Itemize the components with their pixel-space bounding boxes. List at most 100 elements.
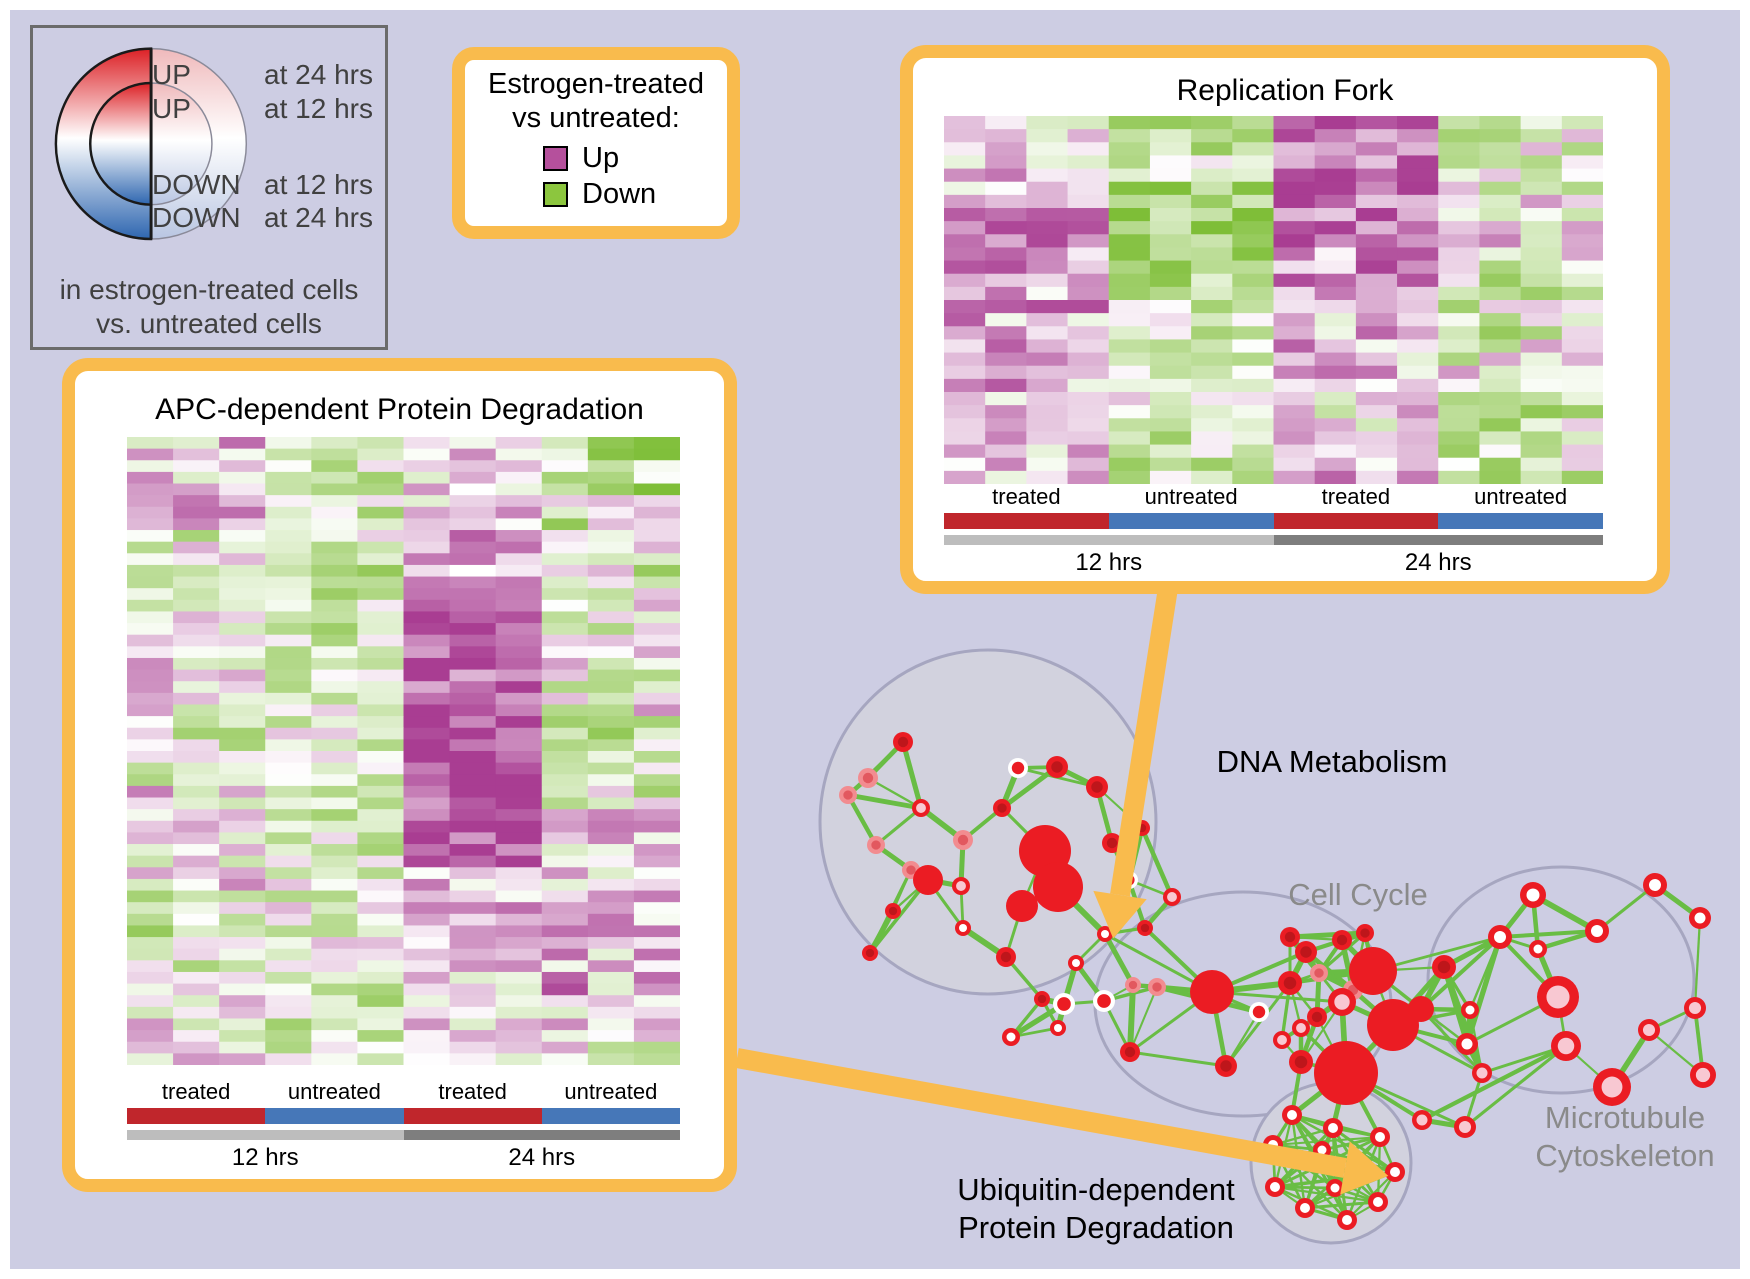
untreated-bar-segment [1438, 513, 1603, 529]
time-label: 24 hrs [508, 1144, 576, 1171]
ring-legend-time-inner-top: at 12 hrs [264, 93, 373, 124]
network-node [1328, 1123, 1338, 1133]
rf-panel-title: Replication Fork [1176, 74, 1394, 107]
network-node [1342, 1215, 1352, 1225]
cluster-ellipse-microtubule [1426, 865, 1696, 1095]
flow-arrow-head [1093, 890, 1147, 939]
network-node [1546, 985, 1570, 1009]
cell-cycle-label: Cell Cycle [1288, 877, 1428, 912]
network-node [1649, 879, 1661, 891]
network-node [1037, 994, 1047, 1004]
network-node [1465, 1005, 1475, 1015]
network-node [843, 790, 853, 800]
network-node [1252, 1005, 1266, 1019]
network-edge [1304, 1200, 1379, 1210]
rf-condition-bar [944, 513, 1603, 529]
color-key-down-row: Down [543, 178, 656, 211]
ring-legend-time-outer-bottom: at 24 hrs [264, 202, 373, 233]
network-node [1287, 1110, 1297, 1120]
ubiquitin-degradation-label: Ubiquitin-dependent Protein Degradation [957, 1171, 1235, 1247]
network-node [865, 948, 875, 958]
apc-time-labels: 12 hrs 24 hrs [127, 1144, 680, 1172]
network-edge [868, 878, 930, 955]
color-key-box: Estrogen-treated vs untreated: Up Down [452, 47, 740, 239]
network-edge [1272, 1135, 1381, 1147]
network-node [1190, 970, 1234, 1014]
network-node [1688, 1001, 1702, 1015]
condition-label: untreated [1474, 484, 1568, 509]
network-node [1367, 999, 1419, 1051]
condition-label: treated [992, 484, 1061, 509]
network-node [1106, 837, 1118, 849]
microtubule-label-line2: Cytoskeleton [1535, 1138, 1715, 1173]
network-node [1124, 1046, 1136, 1058]
apc-panel: APC-dependent Protein Degradation treate… [62, 358, 737, 1192]
ubiquitin-label-line1: Ubiquitin-dependent [957, 1172, 1235, 1207]
network-edge [1129, 1050, 1227, 1068]
time-label: 24 hrs [1404, 549, 1472, 576]
down-swatch [543, 182, 568, 207]
microtubule-cytoskeleton-label: Microtubule Cytoskeleton [1535, 1099, 1714, 1175]
replication-fork-panel: Replication Fork treated untreated treat… [900, 45, 1670, 594]
time-12h-segment [127, 1130, 404, 1140]
network-node [1300, 946, 1312, 958]
network-node [1284, 931, 1296, 943]
color-key-title-line2: vs untreated: [512, 102, 680, 134]
network-node [1011, 761, 1025, 775]
network-node [913, 865, 943, 895]
network-edge [900, 741, 924, 809]
network-node [1375, 1132, 1385, 1142]
network-edge [1289, 930, 1366, 940]
network-node [1458, 1120, 1472, 1134]
network-node [1526, 888, 1540, 902]
network-node [1314, 1041, 1378, 1105]
rf-condition-labels: treated untreated treated untreated [944, 484, 1603, 510]
network-node [1057, 997, 1071, 1011]
flow-arrow-shaft [735, 1048, 1347, 1178]
ring-legend-dir-outer-top: UP [152, 59, 191, 90]
network-node [1091, 781, 1103, 793]
network-node [1695, 1067, 1711, 1083]
network-node [1283, 976, 1297, 990]
network-node [1476, 1067, 1488, 1079]
network-node [1694, 912, 1706, 924]
network-node [1591, 925, 1603, 937]
network-node [1533, 944, 1543, 954]
network-node [1167, 892, 1177, 902]
apc-heatmap [127, 437, 680, 1065]
network-node [1494, 931, 1506, 943]
network-edge [1224, 982, 1292, 1067]
condition-label: treated [438, 1079, 507, 1104]
network-node [1314, 968, 1324, 978]
ring-legend-dir-outer-bottom: DOWN [152, 202, 241, 233]
network-edge [1000, 765, 1059, 810]
network-node [1360, 928, 1370, 938]
network-node [1294, 1055, 1308, 1069]
network-node [1270, 1182, 1280, 1192]
network-node [956, 881, 966, 891]
network-node [1330, 1183, 1340, 1193]
network-node [1300, 1203, 1310, 1213]
ubiquitin-label-line2: Protein Degradation [958, 1210, 1234, 1245]
ring-legend-dir-inner-top: UP [152, 93, 191, 124]
condition-label: treated [1321, 484, 1391, 509]
network-node [1390, 1167, 1400, 1177]
ring-legend-caption-line1: in estrogen-treated cells [59, 274, 359, 305]
network-edge [1499, 929, 1598, 939]
color-key-title-line1: Estrogen-treated [487, 68, 704, 100]
rf-time-bar [944, 535, 1603, 545]
network-node [871, 840, 881, 850]
scale-legend-box: UP at 24 hrs UP at 12 hrs DOWN at 12 hrs… [30, 25, 388, 350]
apc-condition-bar [127, 1108, 680, 1124]
time-24h-segment [1273, 535, 1603, 545]
network-node [1642, 1023, 1656, 1037]
up-swatch [543, 146, 568, 171]
up-label: Up [582, 142, 620, 174]
network-node [1277, 1035, 1287, 1045]
rf-heatmap [944, 116, 1603, 484]
treated-bar-segment [127, 1108, 266, 1124]
network-node [1220, 1060, 1232, 1072]
network-edge [847, 792, 922, 811]
network-node [1373, 1197, 1383, 1207]
